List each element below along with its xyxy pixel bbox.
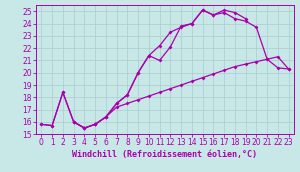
X-axis label: Windchill (Refroidissement éolien,°C): Windchill (Refroidissement éolien,°C)	[73, 150, 257, 159]
